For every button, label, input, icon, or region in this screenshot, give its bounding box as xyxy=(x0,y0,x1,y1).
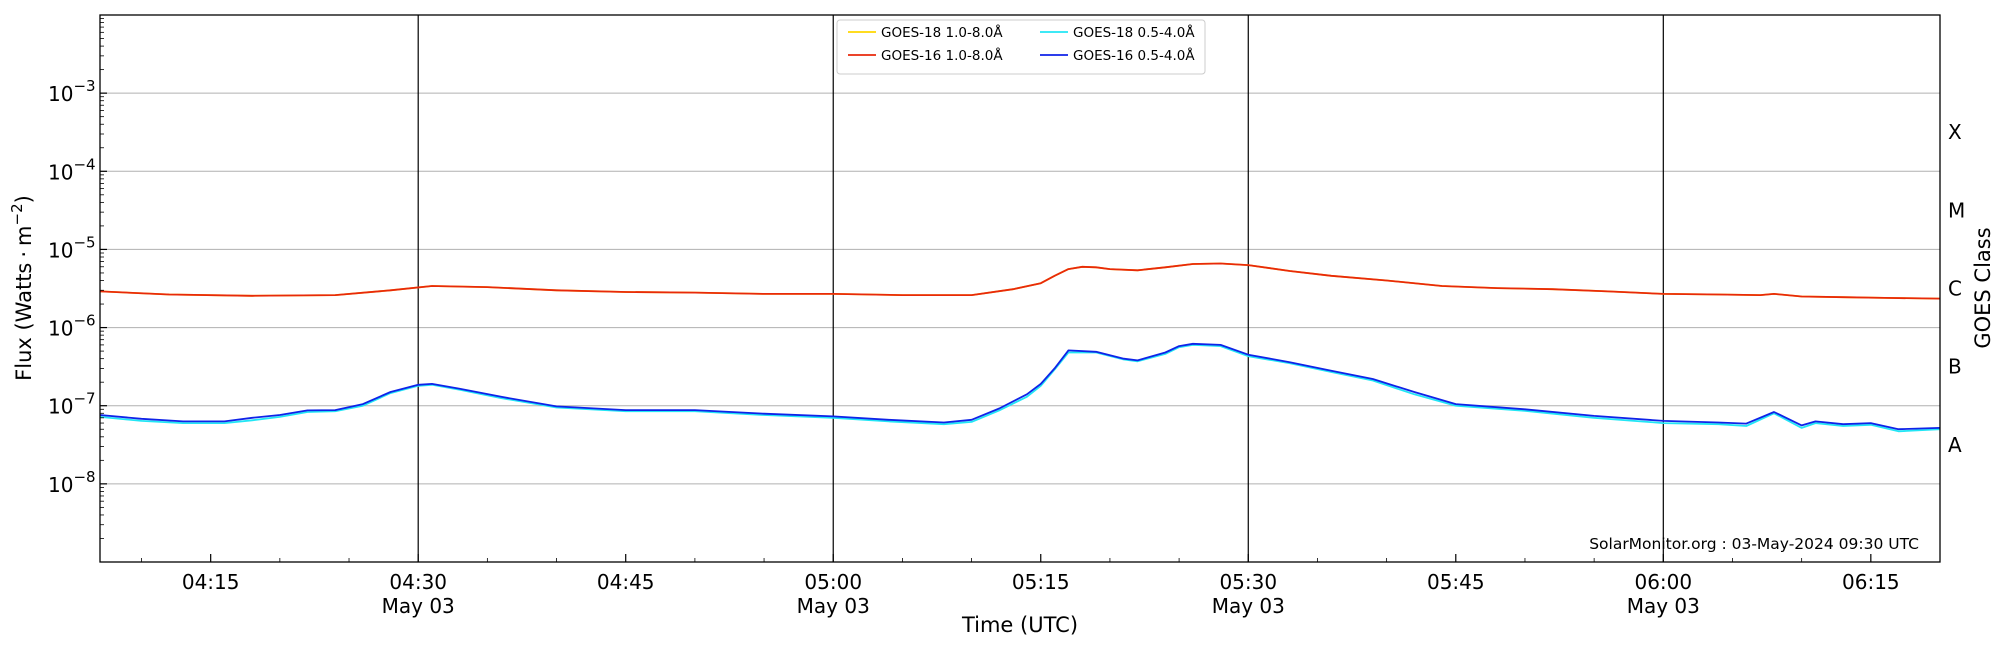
y-tick-base: 10 xyxy=(48,82,73,106)
y-tick-label: 10−5 xyxy=(48,233,96,262)
x-tick-date-label: May 03 xyxy=(797,594,870,618)
y-axis-title-exp: −2 xyxy=(8,203,26,225)
y-tick-base: 10 xyxy=(48,317,73,341)
legend-label: GOES-18 0.5-4.0Å xyxy=(1073,24,1195,41)
x-axis-title: Time (UTC) xyxy=(961,613,1078,637)
y-tick-base: 10 xyxy=(48,238,73,262)
y2-axis-title: GOES Class xyxy=(1971,227,1995,348)
goes-class-label: B xyxy=(1948,355,1962,379)
x-tick-label: 05:45 xyxy=(1427,570,1485,594)
y-tick-exponent: −4 xyxy=(73,155,95,173)
y-tick-exponent: −8 xyxy=(73,468,95,486)
x-tick-date-label: May 03 xyxy=(382,594,455,618)
y-tick-base: 10 xyxy=(48,473,73,497)
series-line-3 xyxy=(99,342,1941,431)
y-axis-title: Flux (Watts · m−2) xyxy=(8,195,36,381)
legend-label: GOES-18 1.0-8.0Å xyxy=(881,24,1003,41)
series-line-2 xyxy=(99,343,1941,433)
x-tick-label: 04:30 xyxy=(389,570,447,594)
x-tick-label: 06:15 xyxy=(1842,570,1900,594)
y-tick-label: 10−4 xyxy=(48,155,96,184)
y-tick-base: 10 xyxy=(48,395,73,419)
goes-class-label: A xyxy=(1948,433,1962,457)
plot-frame xyxy=(99,14,1941,563)
y-tick-base: 10 xyxy=(48,160,73,184)
y-tick-exponent: −6 xyxy=(73,312,95,330)
legend: GOES-18 1.0-8.0Å GOES-18 0.5-4.0Å GOES-16 … xyxy=(836,19,1206,75)
x-tick-label: 05:15 xyxy=(1012,570,1070,594)
goes-class-label: X xyxy=(1948,120,1962,144)
legend-box xyxy=(836,19,1206,75)
y-tick-exponent: −7 xyxy=(73,390,95,408)
series-lines xyxy=(99,262,1941,433)
x-tick-label: 04:45 xyxy=(597,570,655,594)
legend-label: GOES-16 1.0-8.0Å xyxy=(881,47,1003,64)
x-tick-label: 04:15 xyxy=(182,570,240,594)
y-axis-title-dot: · xyxy=(12,251,36,258)
x-tick-date-label: May 03 xyxy=(1627,594,1700,618)
goes-class-label: C xyxy=(1948,277,1962,301)
legend-label: GOES-16 0.5-4.0Å xyxy=(1073,47,1195,64)
y-axis-title-unit: m xyxy=(12,225,36,245)
y-tick-label: 10−6 xyxy=(48,312,96,341)
y-axis-title-main: Flux (Watts xyxy=(12,263,36,381)
y-tick-exponent: −5 xyxy=(73,233,95,251)
x-tick-label: 05:00 xyxy=(804,570,862,594)
series-line-1 xyxy=(99,262,1941,300)
x-tick-label: 05:30 xyxy=(1219,570,1277,594)
y-axis-title-close: ) xyxy=(12,195,36,203)
watermark-text: SolarMonitor.org : 03-May-2024 09:30 UTC xyxy=(1589,535,1919,553)
y-tick-label: 10−3 xyxy=(48,77,96,106)
y-tick-label: 10−7 xyxy=(48,390,96,419)
x-tick-label: 06:00 xyxy=(1634,570,1692,594)
axes xyxy=(99,14,1941,563)
y-tick-exponent: −3 xyxy=(73,77,95,95)
x-tick-date-label: May 03 xyxy=(1212,594,1285,618)
grid-lines xyxy=(100,15,1940,562)
goes-class-label: M xyxy=(1948,198,1965,222)
y-tick-label: 10−8 xyxy=(48,468,96,497)
